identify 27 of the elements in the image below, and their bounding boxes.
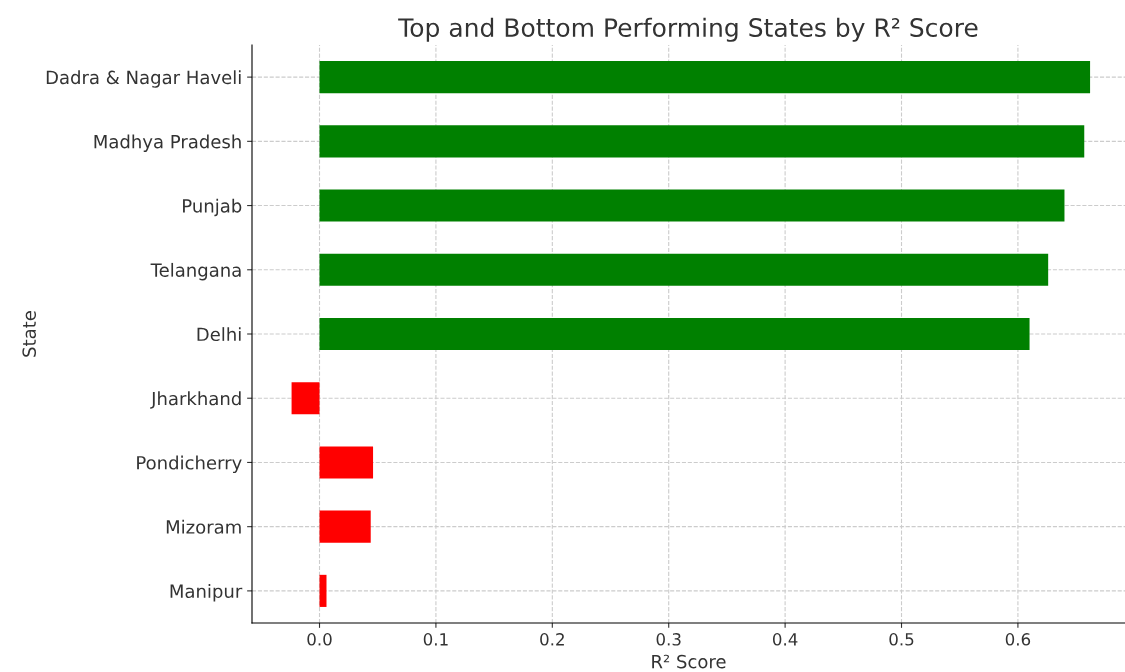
- y-tick-label: Dadra & Nagar Haveli: [46, 70, 241, 88]
- y-tick-label: Jharkhand: [150, 391, 241, 409]
- bar: [319, 189, 1065, 222]
- y-tick-label: Pondicherry: [137, 455, 242, 474]
- bar: [319, 61, 1091, 94]
- y-axis-title: State: [22, 311, 37, 357]
- x-tick-label: 0.3: [656, 633, 681, 646]
- bar: [291, 382, 320, 415]
- bar: [319, 510, 371, 543]
- bar: [319, 125, 1085, 158]
- x-axis-title: R² Score: [652, 654, 726, 669]
- y-tick-label: Delhi: [197, 327, 241, 342]
- x-tick-label: 0.2: [540, 633, 564, 646]
- bar: [319, 317, 1030, 351]
- x-tick-label: 0.0: [307, 633, 332, 646]
- x-tick-label: 0.6: [1005, 633, 1031, 646]
- x-tick-label: 0.4: [772, 633, 798, 646]
- y-tick-label: Madhya Pradesh: [94, 134, 241, 152]
- y-tick-label: Manipur: [170, 584, 243, 602]
- x-tick-label: 0.5: [889, 633, 914, 646]
- chart-title: Top and Bottom Performing States by R² Score: [398, 17, 978, 42]
- x-tick-label: 0.1: [423, 633, 448, 646]
- bar: [319, 253, 1049, 286]
- y-tick-label: Punjab: [183, 198, 242, 217]
- y-tick-label: Mizoram: [166, 519, 241, 534]
- y-tick-label: Telangana: [150, 262, 241, 281]
- bar: [319, 446, 374, 479]
